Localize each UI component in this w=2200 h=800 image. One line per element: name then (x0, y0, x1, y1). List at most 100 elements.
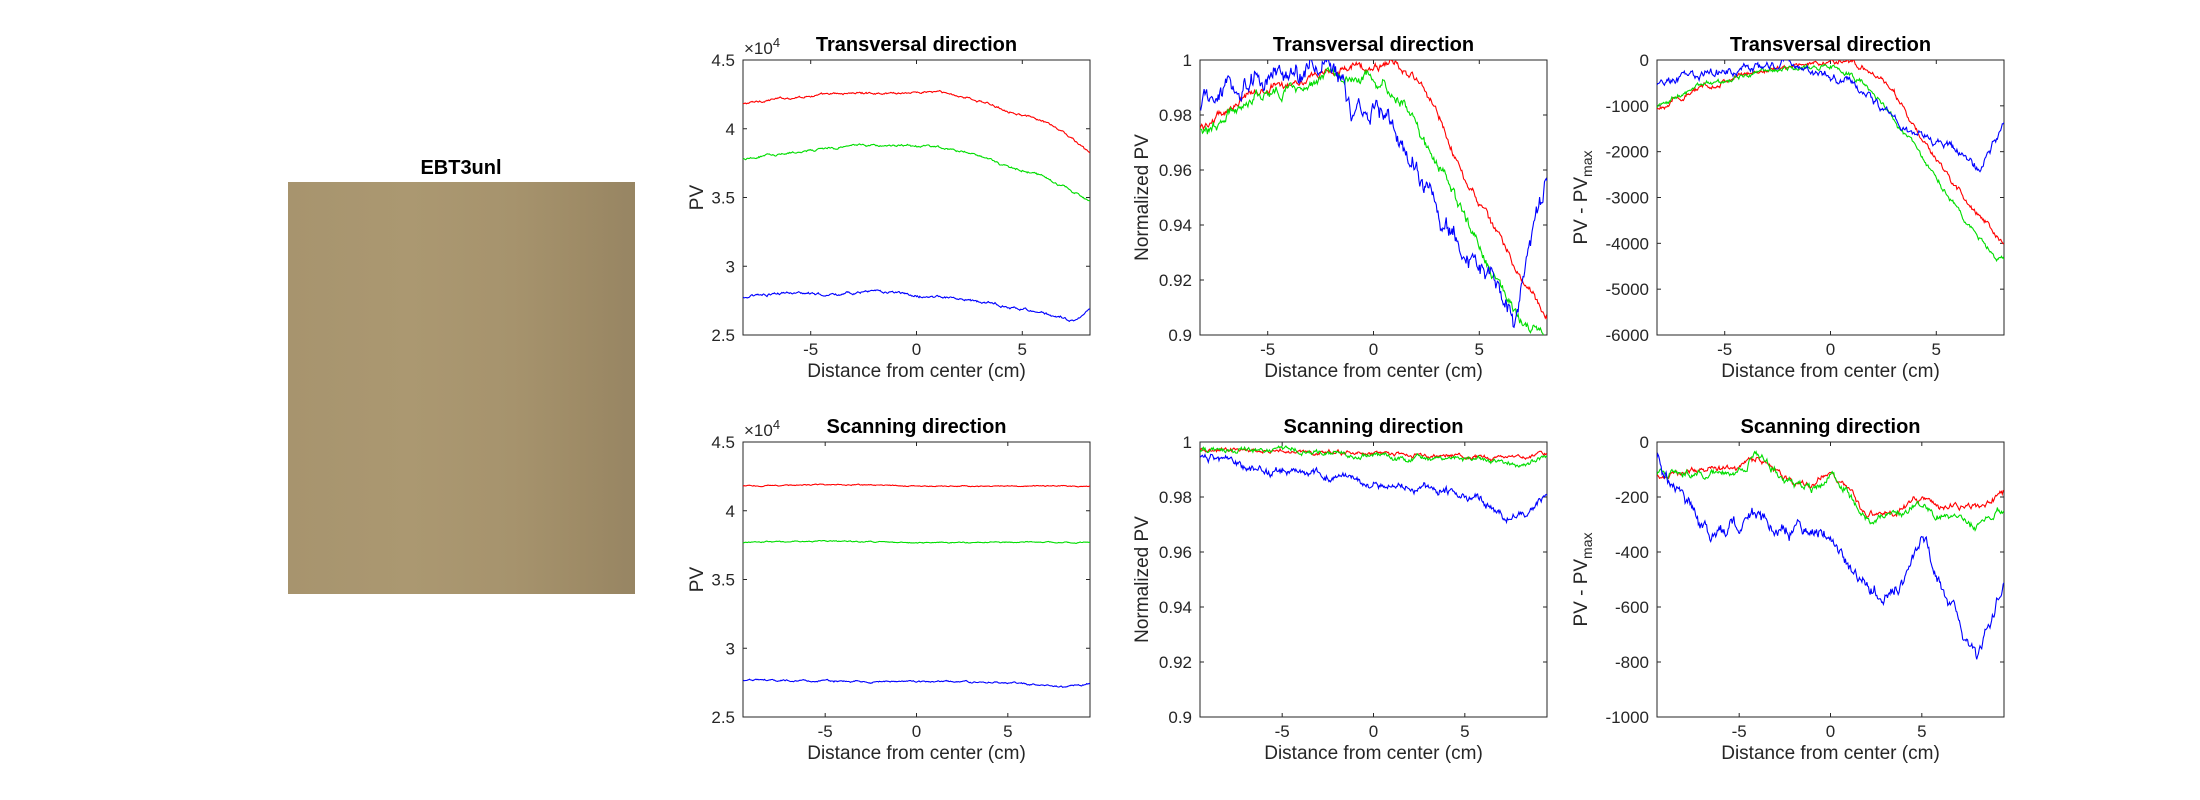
series-line-0 (1200, 446, 1547, 462)
x-tick-label: 0 (912, 340, 921, 359)
x-tick-label: -5 (1260, 340, 1275, 359)
y-tick-label: -200 (1615, 488, 1649, 507)
y-axis-label-main: PV (687, 185, 708, 211)
x-tick-label: 0 (1369, 340, 1378, 359)
subplot-scanning-pv: -5 0 5 2.5 3 3.5 4 4.5 Scanning direction Distanc… (687, 416, 1091, 764)
series-group (743, 89, 1090, 323)
series-line-1 (1657, 63, 2004, 263)
x-axis-label: Distance from center (cm) (1721, 361, 1940, 382)
subplot-transversal-pv: -5 0 5 2.5 3 3.5 4 4.5 Transversal direction Dist… (687, 34, 1091, 382)
x-axis-label: Distance from center (cm) (807, 361, 1026, 382)
series-line-1 (1200, 66, 1544, 335)
subplot-scanning-difference: -5 0 5 -1000 -800 -600 -400 -200 0 Scanning direc… (1571, 416, 2005, 764)
series-line-0 (743, 89, 1090, 154)
chart-title: Scanning direction (1740, 416, 1920, 438)
y-axis-label: PV - PVmax (1571, 532, 1595, 626)
y-tick-label: 0.94 (1159, 216, 1192, 235)
y-tick-label: -3000 (1606, 189, 1649, 208)
series-group (1657, 450, 2004, 660)
x-axis-label: Distance from center (cm) (1264, 743, 1483, 764)
series-line-2 (1657, 452, 2004, 660)
series-line-2 (1200, 453, 1547, 525)
y-tick-label: 0.92 (1159, 653, 1192, 672)
series-line-2 (1657, 60, 2004, 173)
x-tick-label: 5 (1018, 340, 1027, 359)
y-axis-label-subscript: max (1579, 532, 1595, 558)
x-tick-label: -5 (1732, 722, 1747, 741)
y-axis-exponent-power: 4 (773, 417, 780, 432)
y-axis-label: PV - PVmax (1571, 150, 1595, 244)
y-axis-exponent-base: ×10 (744, 39, 773, 58)
chart-title: Scanning direction (1283, 416, 1463, 438)
y-tick-label: 0 (1640, 433, 1649, 452)
y-tick-label: -1000 (1606, 708, 1649, 727)
x-tick-label: 0 (1826, 722, 1835, 741)
y-tick-label: 2.5 (711, 708, 735, 727)
y-tick-label: -5000 (1606, 280, 1649, 299)
y-tick-label: 4 (726, 502, 735, 521)
y-axis-label: PV (687, 185, 708, 211)
x-tick-label: -5 (803, 340, 818, 359)
x-tick-label: 0 (1826, 340, 1835, 359)
axes-box (742, 59, 1091, 336)
y-tick-label: 2.5 (711, 326, 735, 345)
series-line-1 (743, 143, 1090, 202)
y-tick-label: 1 (1183, 433, 1192, 452)
series-line-2 (743, 289, 1090, 323)
film-image-title: EBT3unl (420, 157, 501, 179)
chart-title: Scanning direction (826, 416, 1006, 438)
y-tick-label: 3.5 (711, 571, 735, 590)
y-tick-label: 4 (726, 120, 735, 139)
series-group (1657, 60, 2004, 263)
x-tick-label: 5 (1917, 722, 1926, 741)
x-tick-label: 5 (1003, 722, 1012, 741)
series-line-2 (1200, 60, 1547, 329)
subplot-scanning-normalized: -5 0 5 0.9 0.92 0.94 0.96 0.98 1 Scanning directi… (1132, 416, 1548, 764)
y-tick-label: 0.98 (1159, 488, 1192, 507)
y-axis-label-main: PV - PV (1571, 559, 1592, 627)
y-tick-label: -800 (1615, 653, 1649, 672)
x-tick-label: -5 (818, 722, 833, 741)
y-tick-label: 0.9 (1168, 708, 1192, 727)
series-line-0 (1657, 60, 2004, 245)
y-tick-label: 0.92 (1159, 271, 1192, 290)
y-tick-label: 3.5 (711, 189, 735, 208)
chart-title: Transversal direction (816, 34, 1017, 56)
x-tick-label: 5 (1460, 722, 1469, 741)
x-axis-label: Distance from center (cm) (1264, 361, 1483, 382)
axes-box (1656, 441, 2005, 718)
y-tick-label: -4000 (1606, 234, 1649, 253)
y-tick-label: 0 (1640, 51, 1649, 70)
y-axis-label-main: Normalized PV (1132, 516, 1153, 643)
subplot-transversal-difference: -5 0 5 -6000 -5000 -4000 -3000 -2000 -1000 0 Trans… (1571, 34, 2005, 382)
series-line-1 (1657, 450, 2004, 532)
x-tick-label: -5 (1275, 722, 1290, 741)
y-tick-label: 0.9 (1168, 326, 1192, 345)
y-axis-label: Normalized PV (1132, 516, 1153, 643)
y-axis-label-main: PV - PV (1571, 177, 1592, 245)
axes-box (1656, 59, 2005, 336)
x-axis-label: Distance from center (cm) (807, 743, 1026, 764)
y-tick-label: -2000 (1606, 143, 1649, 162)
y-tick-label: 0.96 (1159, 161, 1192, 180)
x-tick-label: 0 (912, 722, 921, 741)
series-group (743, 483, 1090, 689)
y-tick-label: -6000 (1606, 326, 1649, 345)
y-tick-label: 0.96 (1159, 543, 1192, 562)
y-tick-label: 0.98 (1159, 106, 1192, 125)
y-tick-label: -600 (1615, 598, 1649, 617)
series-line-1 (1200, 445, 1547, 469)
series-line-0 (1657, 456, 2004, 519)
axes-box (742, 441, 1091, 718)
y-tick-label: 3 (726, 639, 735, 658)
y-axis-label: PV (687, 567, 708, 593)
y-axis-label-main: PV (687, 567, 708, 593)
x-tick-label: 5 (1932, 340, 1941, 359)
series-group (1200, 445, 1547, 525)
y-axis-label-subscript: max (1579, 150, 1595, 176)
y-axis-exponent: ×104 (744, 35, 780, 58)
axes-box (1199, 441, 1548, 718)
y-tick-label: 4.5 (711, 433, 735, 452)
series-line-0 (743, 483, 1090, 488)
